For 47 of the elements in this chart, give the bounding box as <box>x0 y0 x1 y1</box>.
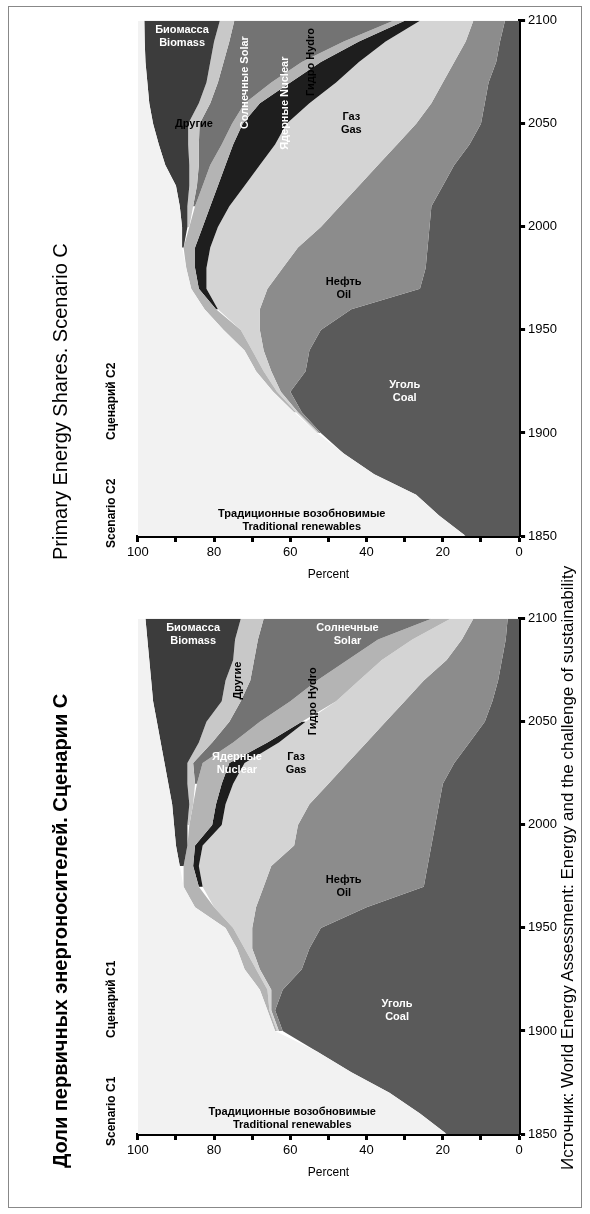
series-label: Нефть Oil <box>325 873 362 899</box>
series-label: Другие <box>230 661 243 700</box>
y-tick-label: 1900 <box>528 1022 557 1038</box>
y-tick-label: 2000 <box>528 816 557 832</box>
series-label: Солнечные Solar <box>316 621 379 647</box>
y-tick-label: 1850 <box>528 527 557 543</box>
x-tick-label: 0 <box>515 544 523 560</box>
y-tick-label: 2050 <box>528 115 557 131</box>
text: Доли первичных энергоносителей. Сценарии C <box>48 693 72 1168</box>
x-tick-label: 100 <box>126 544 149 560</box>
y-tick-label: 1850 <box>528 1125 557 1141</box>
series-label: Солнечные Solar <box>237 35 250 130</box>
text: Scenario C1 <box>104 1076 119 1146</box>
x-tick-label: 80 <box>206 544 222 560</box>
series-label: Традиционные возобновимые Traditional renewables <box>218 506 386 532</box>
y-tick-label: 1900 <box>528 424 557 440</box>
series-label: Биомасса Biomass <box>166 621 221 647</box>
text: Сценарий C1 <box>104 960 119 1038</box>
series-label: Газ Gas <box>340 110 362 136</box>
x-tick-label: 0 <box>515 1142 523 1158</box>
x-tick-label: 100 <box>126 1142 149 1158</box>
text: Источник: World Energy Assessment: Energy and the challenge of sustainability <box>558 565 578 1170</box>
series-label: Нефть Oil <box>325 275 362 301</box>
x-tick-label: 40 <box>359 1142 374 1158</box>
y-tick-label: 2100 <box>528 12 557 28</box>
y-tick-label: 1950 <box>528 321 557 337</box>
y-tick-label: 2100 <box>528 610 557 626</box>
series-label: Биомасса Biomass <box>155 23 210 49</box>
y-tick-label: 2050 <box>528 713 557 729</box>
series-label: Уголь Coal <box>381 996 413 1022</box>
x-tick-label: 60 <box>283 544 298 560</box>
x-axis-title: Percent <box>307 1165 350 1180</box>
x-tick-label: 20 <box>435 1142 451 1158</box>
x-axis-title: Percent <box>307 567 350 582</box>
x-tick-label: 40 <box>359 544 374 560</box>
y-tick-label: 1950 <box>528 919 557 935</box>
series-label: Газ Gas <box>285 749 307 775</box>
y-tick-label: 2000 <box>528 218 557 234</box>
text: Primary Energy Shares. Scenario C <box>48 243 72 560</box>
series-label: Традиционные возобновимые Traditional renewables <box>208 1104 376 1130</box>
text: Scenario C2 <box>104 478 119 548</box>
series-label: Уголь Coal <box>389 378 421 404</box>
series-label: Гидро Hydro <box>306 666 319 736</box>
x-tick-label: 80 <box>206 1142 222 1158</box>
x-tick-label: 20 <box>435 544 451 560</box>
text: Сценарий C2 <box>104 362 119 440</box>
x-tick-label: 60 <box>283 1142 298 1158</box>
